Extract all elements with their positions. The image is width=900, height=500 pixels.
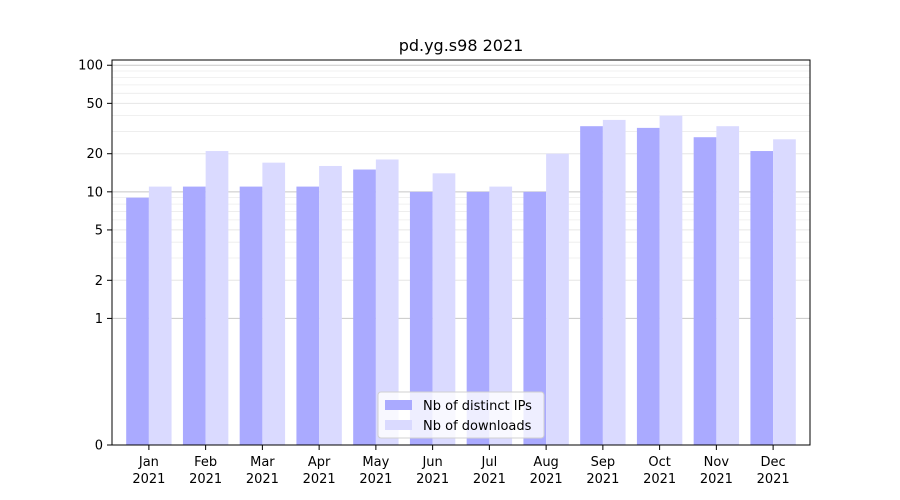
x-tick-label-month: Apr xyxy=(308,455,331,470)
bar-distinct-ips xyxy=(239,186,263,446)
bar-downloads xyxy=(432,173,456,445)
bar-distinct-ips xyxy=(466,191,490,445)
x-tick-label-year: 2021 xyxy=(189,472,222,487)
bar-distinct-ips xyxy=(523,191,547,445)
x-tick-label-month: Feb xyxy=(194,455,217,470)
x-tick-label-year: 2021 xyxy=(359,472,392,487)
x-tick-label-month: Oct xyxy=(648,455,670,470)
bar-downloads xyxy=(659,115,683,445)
bar-downloads xyxy=(489,186,513,446)
bar-distinct-ips xyxy=(693,137,717,446)
x-tick-label-year: 2021 xyxy=(416,472,449,487)
bar-distinct-ips xyxy=(636,127,660,445)
y-tick-label: 20 xyxy=(86,147,103,162)
legend-box xyxy=(377,391,545,439)
bar-distinct-ips xyxy=(296,186,320,446)
x-tick-label-month: Nov xyxy=(704,455,730,470)
y-tick-label: 50 xyxy=(86,97,103,112)
x-tick-label-month: Jan xyxy=(138,455,159,470)
x-tick-label-year: 2021 xyxy=(643,472,676,487)
chart-title: pd.yg.s98 2021 xyxy=(399,36,524,55)
bar-distinct-ips xyxy=(353,169,376,445)
x-tick-label-year: 2021 xyxy=(303,472,336,487)
x-tick-label-month: Dec xyxy=(761,455,786,470)
y-tick-label: 2 xyxy=(95,274,103,289)
axes: 0 1 2 5 10 20 50 100 Jan 2021 Feb 2021 Mar 2021 Apr 202… xyxy=(78,59,789,487)
x-tick-label-month: Jul xyxy=(481,455,498,470)
bar-distinct-ips xyxy=(182,186,206,446)
bar-downloads xyxy=(546,153,569,446)
bar-downloads xyxy=(205,151,229,445)
bar-downloads xyxy=(319,165,342,446)
x-tick-label-month: Sep xyxy=(591,455,616,470)
bar-downloads xyxy=(602,119,626,445)
bar-distinct-ips xyxy=(750,151,774,445)
y-tick-label: 5 xyxy=(95,223,103,238)
x-tick-label-year: 2021 xyxy=(700,472,733,487)
plot-frame xyxy=(111,59,811,446)
y-tick-label: 1 xyxy=(95,312,103,327)
x-tick-label-year: 2021 xyxy=(586,472,619,487)
legend: Nb of distinct IPs Nb of downloads xyxy=(377,391,545,439)
bar-downloads xyxy=(148,186,172,446)
legend-swatch xyxy=(385,420,412,430)
x-tick-label-year: 2021 xyxy=(757,472,790,487)
x-tick-label-year: 2021 xyxy=(530,472,563,487)
bars xyxy=(126,115,796,446)
legend-label: Nb of downloads xyxy=(423,419,532,434)
legend-swatch xyxy=(385,400,412,410)
bar-distinct-ips xyxy=(580,126,603,446)
x-tick-label-month: May xyxy=(362,455,389,470)
bar-downloads xyxy=(262,162,286,445)
y-tick-label: 10 xyxy=(86,185,103,200)
legend-label: Nb of distinct IPs xyxy=(423,399,532,414)
bar-distinct-ips xyxy=(126,197,149,445)
y-tick-label: 0 xyxy=(95,439,103,454)
x-tick-label-month: Aug xyxy=(533,455,558,470)
x-tick-label-year: 2021 xyxy=(473,472,506,487)
x-tick-label-month: Mar xyxy=(250,455,275,470)
x-tick-label-month: Jun xyxy=(421,455,442,470)
bar-downloads xyxy=(716,126,740,446)
bar-downloads xyxy=(773,139,796,445)
x-tick-label-year: 2021 xyxy=(132,472,165,487)
y-tick-label: 100 xyxy=(78,59,103,74)
x-tick-label-year: 2021 xyxy=(246,472,279,487)
bar-distinct-ips xyxy=(409,191,433,445)
bar-downloads xyxy=(375,159,399,445)
